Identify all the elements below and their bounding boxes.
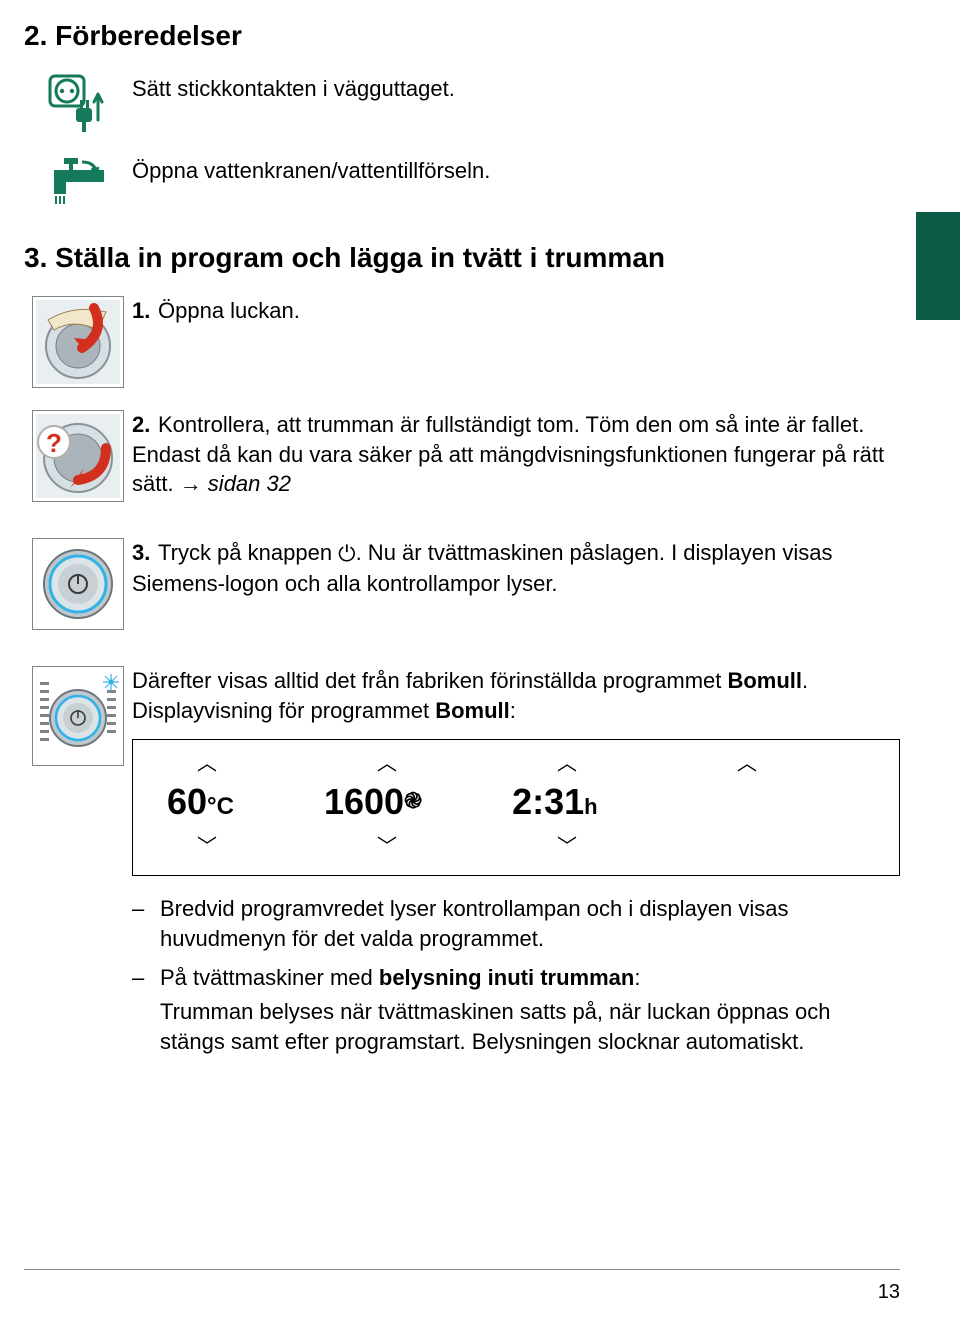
step-1-row: 1.Öppna luckan. [24,296,900,388]
bullet-2: På tvättmaskiner med belysning inuti tru… [132,963,900,1056]
display-label-c: : [510,698,516,723]
step-2-row: ? 2.Kontrollera, att trumman är fullstän… [24,410,900,502]
spiral-icon: ֎ [404,788,422,813]
step-3-body-a: Tryck på knappen [158,540,338,565]
step-2-pageref: → sidan 32 [180,471,291,496]
tap-icon [46,156,110,206]
section-3-title: 3. Ställa in program och lägga in tvätt … [24,242,900,274]
plug-outlet-icon [46,74,110,134]
led-sparkle [103,674,119,690]
step-2-number: 2. [132,410,158,440]
chevron-up-icon: ︿ [367,754,407,774]
prep-plug-row: Sätt stickkontakten i vägguttaget. [24,74,900,134]
chevron-down-icon: ﹀ [187,837,227,857]
program-intro: Därefter visas alltid det från fabriken … [132,666,900,696]
tap-text: Öppna vattenkranen/vattentillförseln. [132,156,900,186]
display-time: 2:31h [512,778,598,827]
step-1-text: 1.Öppna luckan. [132,296,900,326]
bullet-2-bold: belysning inuti trumman [379,965,634,990]
power-icon: ⏻ [338,541,355,566]
display-label-a: Displayvisning för programmet [132,698,435,723]
footer-divider [24,1269,900,1270]
power-button-illustration [32,538,124,630]
program-name-1: Bomull [727,668,802,693]
time-value: 2:31 [512,781,584,822]
display-values: 60°C 1600֎ 2:31h [159,778,873,827]
display-panel: ︿ ︿ ︿ ︿ 60°C 1600֎ 2:31h ﹀ ﹀ ﹀ [132,739,900,876]
program-intro-a: Därefter visas alltid det från fabriken … [132,668,727,693]
bullet-1: Bredvid programvredet lyser kontrollampa… [132,894,900,953]
display-spin: 1600֎ [324,778,422,827]
prep-tap-row: Öppna vattenkranen/vattentillförseln. [24,156,900,206]
time-unit: h [584,794,597,819]
step-3-number: 3. [132,538,158,568]
step-3-row: 3.Tryck på knappen ⏻. Nu är tvättmaskine… [24,538,900,630]
display-label: Displayvisning för programmet Bomull: [132,696,900,726]
program-name-2: Bomull [435,698,510,723]
chevron-up-icon: ︿ [727,754,767,774]
chevron-up-icon: ︿ [547,754,587,774]
svg-text:?: ? [46,428,62,458]
temp-unit: °C [207,793,234,820]
display-down-arrows: ﹀ ﹀ ﹀ [159,837,873,857]
step-3-text: 3.Tryck på knappen ⏻. Nu är tvättmaskine… [132,538,900,598]
check-drum-illustration: ? [32,410,124,502]
chevron-down-icon: ﹀ [547,837,587,857]
program-bullets: Bredvid programvredet lyser kontrollampa… [132,894,900,1056]
step-1-body: Öppna luckan. [158,298,300,323]
display-temp: 60°C [167,778,234,827]
program-block-text: Därefter visas alltid det från fabriken … [132,666,900,1066]
chevron-up-icon: ︿ [187,754,227,774]
page-number: 13 [878,1281,900,1304]
step-2-text: 2.Kontrollera, att trumman är fullständi… [132,410,900,499]
spin-value: 1600 [324,781,404,822]
bullet-2-detail: Trumman belyses när tvättmaskinen satts … [160,997,900,1056]
bullet-2-b: : [634,965,640,990]
step-1-number: 1. [132,296,158,326]
page-edge-tab [916,212,960,320]
plug-text: Sätt stickkontakten i vägguttaget. [132,74,900,104]
bullet-2-a: På tvättmaskiner med [160,965,379,990]
section-2-title: 2. Förberedelser [24,20,900,52]
open-door-illustration [32,296,124,388]
program-intro-b: . [802,668,808,693]
display-up-arrows: ︿ ︿ ︿ ︿ [159,754,873,774]
program-dial-illustration [32,666,124,766]
temp-value: 60 [167,781,207,822]
chevron-down-icon: ﹀ [367,837,407,857]
program-block-row: Därefter visas alltid det från fabriken … [24,666,900,1066]
